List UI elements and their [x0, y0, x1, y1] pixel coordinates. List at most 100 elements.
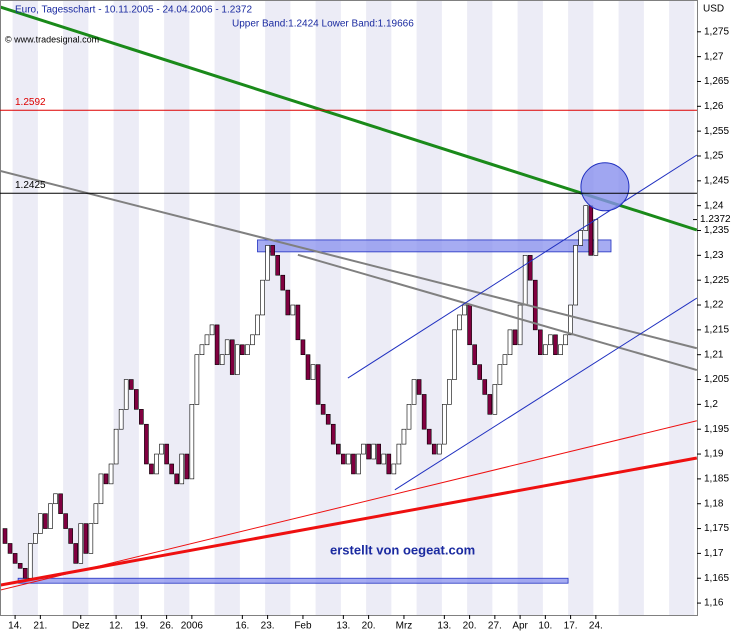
candle-body — [426, 428, 432, 445]
y-tick-label: 1,235 — [704, 225, 729, 236]
candle-body — [275, 255, 281, 276]
candle-body — [320, 404, 326, 415]
candle-body — [295, 304, 301, 341]
candle-body — [335, 443, 341, 455]
x-tick-label: 14. — [8, 621, 22, 632]
candle-body — [83, 523, 89, 554]
candle-body — [406, 404, 412, 430]
candle-body — [12, 553, 18, 564]
candle-body — [53, 493, 58, 505]
y-tick-label: 1,225 — [704, 275, 729, 286]
week-stripe — [416, 0, 442, 615]
week-stripe — [113, 0, 139, 615]
y-tick-label: 1,27 — [704, 51, 724, 62]
candle-body — [149, 463, 154, 475]
week-stripe — [164, 0, 190, 615]
candle-body — [497, 364, 503, 385]
x-tick-label: 27. — [488, 621, 502, 632]
candle-body — [300, 339, 306, 355]
x-tick-label: 17. — [564, 621, 578, 632]
candle-body — [386, 453, 392, 475]
chart-title: Euro, Tagesschart - 10.11.2005 - 24.04.2… — [15, 5, 252, 16]
zone — [257, 239, 612, 253]
candle-body — [73, 543, 78, 564]
y-tick-label: 1,185 — [704, 474, 729, 485]
candle-body — [250, 334, 255, 346]
candle-body — [17, 563, 23, 569]
candle-body — [128, 379, 134, 390]
y-tick-label: 1,25 — [704, 151, 724, 162]
candle-body — [411, 379, 417, 405]
x-tick-label: 23. — [261, 621, 275, 632]
candle-body — [310, 364, 316, 380]
candle-body — [330, 423, 336, 445]
candle-body — [260, 279, 265, 316]
candle-body — [88, 523, 94, 554]
candle-body — [472, 344, 477, 365]
candle-body — [2, 528, 8, 544]
trendline — [394, 297, 698, 491]
candle-body — [245, 344, 250, 355]
candle-body — [527, 255, 533, 281]
candle-body — [78, 523, 84, 564]
candle-body — [194, 354, 200, 405]
candle-body — [123, 379, 129, 410]
candle-body — [371, 443, 376, 460]
candle-body — [573, 245, 578, 306]
candle-body — [396, 443, 402, 465]
candle-body — [593, 219, 599, 256]
candle-body — [487, 394, 493, 415]
candle-body — [522, 255, 528, 306]
y-tick-label: 1,215 — [704, 324, 729, 335]
y-tick-label: 1,205 — [704, 374, 729, 385]
y-tick-label: 1,23 — [704, 250, 724, 261]
candle-body — [436, 443, 442, 455]
candle-body — [462, 304, 467, 316]
candle-body — [285, 289, 291, 316]
candle-body — [270, 245, 275, 256]
candle-body — [22, 568, 28, 579]
candle-body — [32, 533, 38, 544]
candle-body — [219, 354, 225, 365]
y-tick-label: 1,19 — [704, 449, 724, 460]
candle-body — [113, 428, 119, 465]
candle-body — [224, 339, 230, 355]
candle-body — [507, 329, 513, 355]
x-tick-label: Feb — [294, 621, 312, 632]
candle-body — [568, 304, 573, 336]
last-price-label: 1.2372 — [700, 214, 731, 225]
y-tick-label: 1,275 — [704, 26, 729, 37]
candle-body — [38, 513, 43, 534]
candle-body — [543, 344, 548, 355]
week-stripe — [366, 0, 392, 615]
candle-body — [391, 463, 397, 475]
candle-body — [517, 304, 523, 346]
x-tick-label: 12. — [109, 621, 123, 632]
candle-body — [315, 364, 321, 405]
trendline — [0, 456, 698, 587]
candle-body — [381, 453, 387, 465]
candle-body — [240, 344, 245, 355]
x-tick-label: 21. — [33, 621, 47, 632]
candle-body — [48, 503, 53, 529]
trendline — [0, 420, 697, 591]
candle-body — [209, 324, 215, 336]
candle-body — [447, 379, 452, 405]
y-tick-label: 1,265 — [704, 76, 729, 87]
candle-body — [199, 344, 205, 355]
candle-body — [164, 443, 169, 465]
candle-body — [578, 230, 584, 246]
candle-body — [356, 453, 361, 475]
candle-body — [457, 314, 462, 331]
candle-body — [452, 329, 457, 380]
candle-body — [144, 423, 149, 465]
candle-body — [482, 379, 488, 395]
candle-body — [502, 354, 508, 365]
candle-body — [98, 473, 104, 505]
candle-body — [558, 344, 563, 355]
x-tick-label: 20. — [463, 621, 477, 632]
candle-body — [93, 503, 99, 524]
candle-body — [346, 453, 351, 465]
candle-body — [351, 453, 356, 475]
